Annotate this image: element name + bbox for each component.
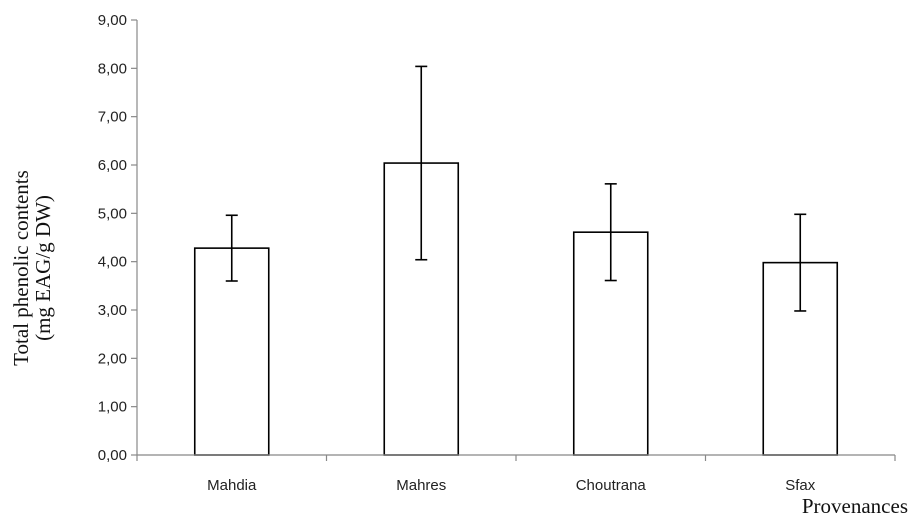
y-tick-label: 5,00 bbox=[98, 205, 127, 222]
x-category-label: Sfax bbox=[785, 477, 816, 494]
y-axis-ticks: 0,00 1,00 2,00 3,00 4,00 5,00 6,00 7,00 8,00 9,00 bbox=[98, 12, 137, 464]
y-tick-label: 8,00 bbox=[98, 60, 127, 77]
y-axis-title: Total phenolic contents (mg EAG/g DW) bbox=[9, 170, 55, 366]
y-tick-label: 2,00 bbox=[98, 350, 127, 367]
y-axis-title-line-1: Total phenolic contents bbox=[9, 170, 33, 366]
y-tick-label: 0,00 bbox=[98, 447, 127, 464]
y-tick-label: 1,00 bbox=[98, 399, 127, 416]
x-axis-categories: Mahdia Mahres Choutrana Sfax bbox=[136, 455, 896, 494]
x-category-label: Mahres bbox=[396, 477, 446, 494]
y-tick-label: 4,00 bbox=[98, 254, 127, 271]
y-tick-label: 7,00 bbox=[98, 109, 127, 126]
y-tick-label: 3,00 bbox=[98, 302, 127, 319]
error-bars bbox=[225, 65, 807, 312]
bars bbox=[193, 162, 839, 456]
y-tick-label: 9,00 bbox=[98, 12, 127, 29]
y-axis-title-line-2: (mg EAG/g DW) bbox=[31, 195, 55, 341]
x-category-label: Choutrana bbox=[576, 477, 647, 494]
x-axis-title: Provenances bbox=[802, 494, 908, 516]
y-tick-label: 6,00 bbox=[98, 157, 127, 174]
x-category-label: Mahdia bbox=[207, 477, 257, 494]
